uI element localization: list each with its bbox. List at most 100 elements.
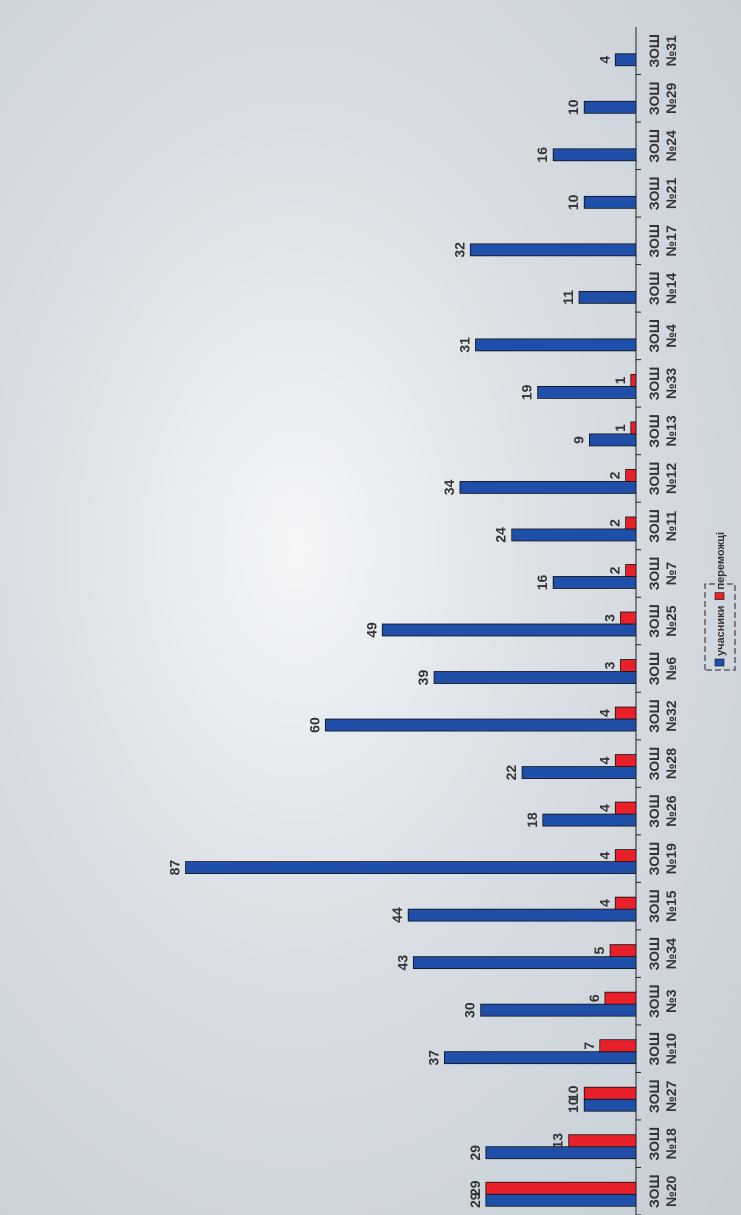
bar bbox=[511, 528, 637, 542]
x-tick-label: ЗОШ №19 bbox=[646, 841, 679, 876]
x-tick-label-box: ЗОШ №18 bbox=[646, 1126, 679, 1161]
bar bbox=[630, 374, 637, 387]
x-tick-label: ЗОШ №14 bbox=[646, 271, 679, 306]
bar bbox=[433, 671, 637, 684]
x-tick-label: ЗОШ №18 bbox=[646, 1126, 679, 1161]
bar bbox=[583, 100, 637, 114]
bar bbox=[604, 991, 637, 1005]
legend-swatch bbox=[714, 658, 725, 667]
x-tick-label: ЗОШ №4 bbox=[646, 319, 679, 353]
value-label: 3 bbox=[601, 614, 617, 622]
x-tick-label: ЗОШ №11 bbox=[646, 509, 679, 543]
x-tick-label: ЗОШ №13 bbox=[646, 414, 679, 448]
x-tick-label: ЗОШ №15 bbox=[646, 889, 679, 923]
value-label: 4 bbox=[596, 804, 612, 812]
bar bbox=[552, 148, 637, 162]
bar bbox=[485, 1181, 637, 1195]
value-label: 34 bbox=[441, 479, 457, 495]
bar bbox=[542, 813, 637, 827]
x-tick-label: ЗОШ №6 bbox=[646, 651, 679, 686]
value-label: 13 bbox=[550, 1133, 566, 1149]
value-label: 60 bbox=[306, 717, 322, 733]
bar bbox=[583, 1086, 637, 1100]
bar bbox=[552, 576, 637, 589]
value-label: 16 bbox=[534, 147, 550, 163]
bar bbox=[630, 421, 637, 435]
value-label: 31 bbox=[456, 337, 472, 353]
value-label: 39 bbox=[415, 670, 431, 686]
x-tick-label: ЗОШ №3 bbox=[646, 984, 679, 1018]
x-tick-label-box: ЗОШ №20 bbox=[646, 1174, 679, 1208]
value-label: 6 bbox=[586, 994, 602, 1002]
legend-box bbox=[704, 583, 736, 671]
x-tick-label-box: ЗОШ №27 bbox=[646, 1079, 679, 1113]
value-label: 10 bbox=[565, 1097, 581, 1113]
legend-label: переможці bbox=[715, 532, 727, 590]
x-tick-label-box: ЗОШ №28 bbox=[646, 746, 679, 781]
bar bbox=[614, 801, 637, 815]
x-tick-label: ЗОШ №32 bbox=[646, 699, 679, 733]
value-label: 10 bbox=[565, 194, 581, 210]
bar bbox=[614, 754, 637, 767]
x-tick-label-box: ЗОШ №10 bbox=[646, 1031, 679, 1066]
bar bbox=[614, 896, 637, 910]
value-label: 5 bbox=[591, 947, 607, 955]
value-label: 16 bbox=[534, 574, 550, 590]
x-tick-label: ЗОШ №25 bbox=[646, 604, 679, 638]
value-label: 3 bbox=[601, 661, 617, 669]
x-tick-label: ЗОШ №17 bbox=[646, 224, 679, 258]
x-tick-label: ЗОШ №33 bbox=[646, 366, 679, 401]
x-tick-label-box: ЗОШ №26 bbox=[646, 794, 679, 828]
value-label: 4 bbox=[596, 56, 612, 64]
bar bbox=[583, 1098, 637, 1112]
x-tick-label: ЗОШ №28 bbox=[646, 746, 679, 781]
bar bbox=[381, 623, 637, 637]
bar bbox=[485, 1146, 637, 1160]
bar bbox=[614, 849, 637, 863]
bar bbox=[469, 243, 637, 257]
bar bbox=[578, 290, 637, 304]
value-label: 44 bbox=[389, 907, 405, 923]
x-tick-label-box: ЗОШ №19 bbox=[646, 841, 679, 876]
x-tick-label-box: ЗОШ №24 bbox=[646, 129, 679, 163]
value-label: 1 bbox=[612, 376, 628, 384]
legend-swatch bbox=[714, 592, 725, 600]
value-label: 22 bbox=[503, 765, 519, 781]
bar bbox=[568, 1134, 637, 1148]
bar bbox=[625, 516, 637, 530]
value-label: 29 bbox=[467, 1145, 483, 1161]
x-tick-label-box: ЗОШ №29 bbox=[646, 82, 679, 116]
x-tick-label: ЗОШ №10 bbox=[646, 1031, 679, 1066]
x-tick-label: ЗОШ №24 bbox=[646, 129, 679, 163]
bar bbox=[583, 195, 637, 209]
value-label: 1 bbox=[612, 424, 628, 432]
value-label: 4 bbox=[596, 899, 612, 907]
bar bbox=[589, 433, 637, 447]
value-label: 2 bbox=[607, 471, 623, 479]
value-label: 2 bbox=[607, 519, 623, 527]
value-label: 18 bbox=[524, 812, 540, 828]
value-label: 4 bbox=[596, 709, 612, 717]
x-tick-label-box: ЗОШ №14 bbox=[646, 271, 679, 306]
bar bbox=[324, 718, 637, 732]
bar bbox=[599, 1039, 637, 1053]
x-tick-label-box: ЗОШ №21 bbox=[646, 176, 679, 211]
bar bbox=[614, 53, 637, 67]
x-tick-label: ЗОШ №21 bbox=[646, 176, 679, 211]
bar bbox=[444, 1051, 637, 1065]
value-label: 32 bbox=[451, 242, 467, 258]
x-tick-label-box: ЗОШ №11 bbox=[646, 509, 679, 543]
bar bbox=[475, 338, 637, 352]
x-tick-label-box: ЗОШ №34 bbox=[646, 936, 679, 971]
x-tick-label-box: ЗОШ №3 bbox=[646, 984, 679, 1018]
x-tick-label: ЗОШ №34 bbox=[646, 936, 679, 971]
legend-label: учасники bbox=[715, 606, 727, 656]
bar bbox=[185, 861, 637, 875]
x-tick-label-box: ЗОШ №33 bbox=[646, 366, 679, 401]
value-label: 29 bbox=[467, 1180, 483, 1196]
value-label: 49 bbox=[363, 622, 379, 638]
value-label: 87 bbox=[167, 860, 183, 876]
x-tick-label-box: ЗОШ №17 bbox=[646, 224, 679, 258]
bar bbox=[537, 386, 637, 399]
